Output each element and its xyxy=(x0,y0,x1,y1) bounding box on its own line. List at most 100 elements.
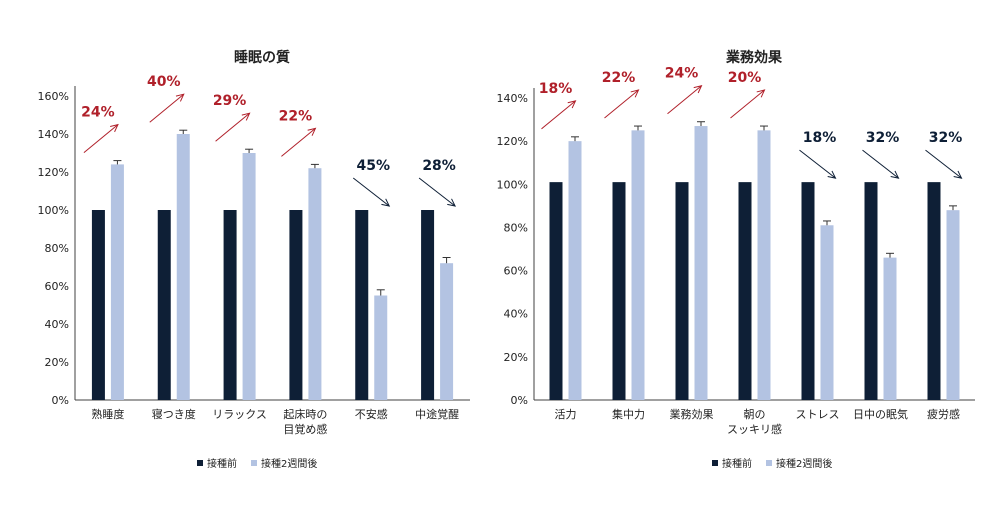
change-arrow-head xyxy=(110,123,119,133)
chart-title: 業務効果 xyxy=(725,49,783,66)
change-arrow-head xyxy=(953,170,963,179)
change-label: 32% xyxy=(929,130,963,146)
change-arrow-head xyxy=(693,84,703,94)
change-arrow-head xyxy=(630,89,640,98)
bar-before xyxy=(421,210,435,400)
change-arrow xyxy=(730,89,765,119)
chart-1: 睡眠の質 0% 20% 40% 60% 80% 100% 120% 140% 160% 熟睡度 24%… xyxy=(38,49,470,470)
y-tick-label: 80% xyxy=(45,242,69,255)
change-arrow xyxy=(418,177,456,207)
x-tick-label: ストレス xyxy=(796,408,840,421)
change-label: 40% xyxy=(147,74,181,90)
x-tick-label: 集中力 xyxy=(612,407,645,421)
bar-before xyxy=(864,182,878,400)
change-arrow-head xyxy=(890,170,900,179)
y-tick-label: 140% xyxy=(38,128,69,141)
change-arrow xyxy=(352,177,390,207)
change-arrow xyxy=(799,149,836,179)
bar-before xyxy=(549,182,563,400)
bar-after xyxy=(946,210,960,400)
change-label: 18% xyxy=(803,130,837,146)
change-label: 20% xyxy=(728,70,762,86)
bar-before xyxy=(927,182,941,400)
x-tick-label: 活力 xyxy=(555,408,577,421)
change-arrow xyxy=(925,149,962,179)
legend-swatch-after xyxy=(251,460,257,466)
legend: 接種前 接種2週間後 xyxy=(712,457,832,470)
change-arrow xyxy=(83,124,119,153)
y-tick-label: 120% xyxy=(497,135,528,148)
bar-after xyxy=(757,130,771,400)
x-tick-label: 目覚め感 xyxy=(283,423,327,436)
y-tick-label: 60% xyxy=(504,265,528,278)
y-tick-label: 160% xyxy=(38,90,69,103)
x-tick-label: 熟睡度 xyxy=(91,407,124,421)
bar-after xyxy=(176,134,190,400)
y-tick-label: 40% xyxy=(504,308,528,321)
x-tick-label: 起床時の xyxy=(283,407,327,421)
x-tick-label: 不安感 xyxy=(355,407,388,421)
y-tick-label: 100% xyxy=(497,178,528,191)
legend: 接種前 接種2週間後 xyxy=(197,457,317,470)
y-tick-label: 60% xyxy=(45,280,69,293)
change-arrow-head xyxy=(241,112,251,121)
change-arrow-head xyxy=(175,93,185,102)
x-tick-label: スッキリ感 xyxy=(727,423,782,436)
bar-before xyxy=(612,182,626,400)
change-arrow xyxy=(281,128,316,157)
legend-label-before: 接種前 xyxy=(207,457,237,470)
change-label: 45% xyxy=(356,158,390,174)
y-tick-label: 120% xyxy=(38,166,69,179)
change-arrow-head xyxy=(307,127,317,136)
x-tick-label: リラックス xyxy=(212,408,267,421)
y-tick-label: 20% xyxy=(504,351,528,364)
bar-before xyxy=(355,210,369,400)
change-arrow xyxy=(667,85,702,115)
bar-after xyxy=(308,168,322,400)
legend-label-after: 接種2週間後 xyxy=(776,457,832,470)
y-tick-label: 0% xyxy=(52,394,69,407)
bar-after xyxy=(631,130,645,400)
change-arrow-head xyxy=(567,100,577,109)
change-arrow-head xyxy=(381,198,391,207)
y-tick-label: 140% xyxy=(497,92,528,105)
bar-after xyxy=(820,225,834,400)
y-tick-label: 0% xyxy=(511,394,528,407)
legend-label-after: 接種2週間後 xyxy=(261,457,317,470)
change-label: 18% xyxy=(539,81,573,97)
bar-before xyxy=(801,182,815,400)
legend-swatch-before xyxy=(197,460,203,466)
change-label: 24% xyxy=(665,66,699,82)
change-label: 29% xyxy=(213,93,247,109)
x-tick-label: 疲労感 xyxy=(927,407,960,421)
bar-after xyxy=(242,153,256,400)
bar-before xyxy=(223,210,237,400)
legend-swatch-before xyxy=(712,460,718,466)
change-arrow xyxy=(149,93,185,123)
bar-after xyxy=(440,263,454,400)
x-tick-label: 業務効果 xyxy=(670,407,714,421)
chart-title: 睡眠の質 xyxy=(234,49,290,66)
change-arrow-head xyxy=(756,89,766,98)
y-tick-label: 100% xyxy=(38,204,69,217)
y-tick-label: 40% xyxy=(45,318,69,331)
change-arrow-head xyxy=(447,198,456,207)
change-label: 22% xyxy=(279,108,313,124)
bar-after xyxy=(374,295,388,400)
change-label: 22% xyxy=(602,70,636,86)
x-tick-label: 中途覚醒 xyxy=(415,407,459,421)
bar-after xyxy=(883,257,897,400)
legend-label-before: 接種前 xyxy=(722,457,752,470)
y-tick-label: 20% xyxy=(45,356,69,369)
x-tick-label: 寝つき度 xyxy=(152,407,196,421)
legend-swatch-after xyxy=(766,460,772,466)
change-arrow xyxy=(604,89,639,119)
bar-after xyxy=(568,141,582,400)
chart-2: 業務効果 0% 20% 40% 60% 80% 100% 120% 140% 活力 18% 集中力 22… xyxy=(497,49,975,470)
bar-after xyxy=(694,126,708,401)
change-label: 32% xyxy=(866,130,900,146)
bar-before xyxy=(675,182,689,400)
change-label: 28% xyxy=(422,158,456,174)
change-arrow-head xyxy=(827,170,837,179)
